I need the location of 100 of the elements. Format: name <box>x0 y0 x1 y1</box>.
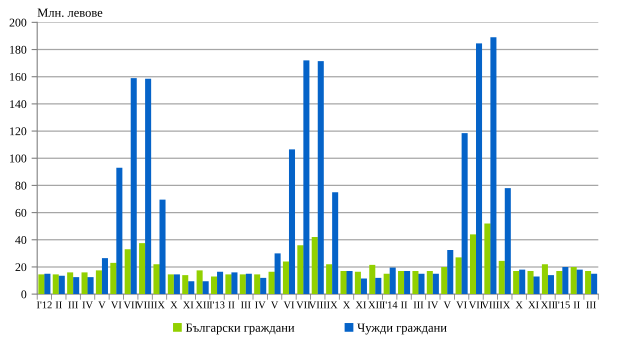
x-tick-label: V <box>444 301 451 308</box>
bar <box>375 278 382 294</box>
x-tick-label: III <box>414 301 424 308</box>
y-axis-title: Млн. левове <box>38 8 102 17</box>
bar <box>303 60 310 294</box>
x-tick-label: X <box>342 301 350 308</box>
x-tick-label: IX <box>154 301 165 308</box>
x-tick-label: X <box>516 301 523 308</box>
bar <box>268 272 275 294</box>
bar <box>326 264 332 294</box>
y-tick-label: 0 <box>21 290 26 298</box>
bar <box>398 271 404 294</box>
bar <box>384 274 390 294</box>
bar <box>38 274 44 294</box>
x-tick-label: III <box>586 301 596 308</box>
bar <box>354 272 361 294</box>
bar <box>484 223 490 294</box>
bar <box>369 264 376 294</box>
bar <box>225 274 232 294</box>
bar <box>318 61 324 294</box>
x-tick-label: VI <box>284 301 294 308</box>
x-tick-label: XII <box>368 301 382 308</box>
legend-label: Български граждани <box>186 324 294 334</box>
bar <box>67 272 74 294</box>
x-tick-label: IV <box>428 301 438 308</box>
bar <box>556 271 562 294</box>
x-tick-label: V <box>270 301 278 308</box>
x-tick-label: V <box>98 301 106 308</box>
bar <box>346 271 353 294</box>
bar <box>159 200 166 294</box>
x-tick-label: IV <box>255 301 266 308</box>
x-tick-label: I'14 <box>382 301 398 308</box>
bar <box>470 234 476 294</box>
x-tick-label: I'15 <box>554 301 570 308</box>
bar <box>548 275 554 294</box>
bar <box>188 281 194 294</box>
bar <box>102 258 108 294</box>
bar <box>519 270 526 294</box>
bar <box>441 266 448 294</box>
bar <box>462 133 468 294</box>
bar <box>96 270 102 294</box>
bar <box>168 274 174 294</box>
bar <box>360 278 367 294</box>
bar <box>534 276 540 294</box>
x-tick-label: VII <box>296 301 310 308</box>
x-tick-label: IX <box>327 301 338 308</box>
bar <box>254 274 260 294</box>
bar <box>82 272 88 294</box>
bar <box>260 278 266 294</box>
bar <box>44 274 50 294</box>
bar <box>490 37 496 294</box>
x-tick-label: XI <box>183 301 194 308</box>
bar <box>297 245 304 294</box>
bar <box>542 264 548 294</box>
bar <box>432 274 439 294</box>
bar <box>404 271 410 294</box>
x-tick-label: VIII <box>308 301 326 308</box>
bar <box>145 78 152 294</box>
bar <box>504 188 511 294</box>
bar <box>58 276 65 294</box>
bar <box>153 264 160 294</box>
bar <box>570 266 577 294</box>
bar <box>312 237 318 294</box>
y-tick-label: 40 <box>15 236 26 244</box>
y-tick-label: 60 <box>15 208 26 217</box>
x-tick-label: VIII <box>482 301 499 308</box>
bar <box>528 271 534 294</box>
bar <box>476 43 482 294</box>
bar <box>174 274 180 294</box>
bar <box>88 277 94 294</box>
y-tick-label: 180 <box>10 46 26 54</box>
y-tick-label: 80 <box>15 182 26 190</box>
bar <box>513 271 520 294</box>
bar <box>447 250 454 294</box>
bar <box>210 276 218 294</box>
bar <box>182 275 188 294</box>
x-tick-label: I'13 <box>210 301 225 308</box>
bar <box>340 271 347 294</box>
bar <box>288 149 296 294</box>
bar <box>498 260 505 294</box>
y-tick-label: 20 <box>15 263 26 272</box>
x-tick-label: VII <box>124 301 138 308</box>
bar <box>332 192 338 294</box>
legend-label: Чужди граждани <box>357 324 447 334</box>
bar <box>139 243 146 294</box>
bar <box>274 253 281 294</box>
bar <box>130 78 137 294</box>
x-tick-label: XII <box>540 301 555 308</box>
bar <box>196 270 203 294</box>
bar <box>456 257 462 294</box>
y-tick-label: 120 <box>10 127 26 136</box>
x-tick-label: X <box>170 301 178 308</box>
x-tick-label: II <box>574 301 580 308</box>
x-tick-label: XI <box>356 301 366 308</box>
bar <box>52 274 59 294</box>
x-tick-label: VI <box>456 301 467 308</box>
bar <box>585 271 592 294</box>
bar <box>110 262 116 294</box>
bar <box>240 274 246 294</box>
x-tick-label: II <box>228 301 235 308</box>
